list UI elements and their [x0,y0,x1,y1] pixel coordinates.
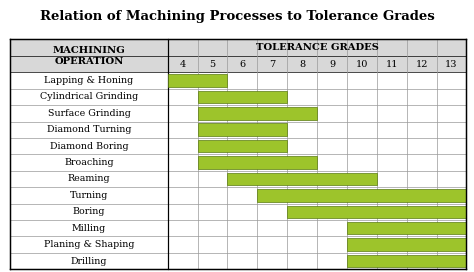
Bar [287,206,466,218]
Bar [198,123,287,136]
Bar [257,189,466,202]
Bar [10,39,466,72]
Text: 9: 9 [329,60,335,69]
Text: Drilling: Drilling [71,256,107,265]
Text: Lapping & Honing: Lapping & Honing [45,76,134,85]
Text: Surface Grinding: Surface Grinding [48,109,130,118]
Text: Broaching: Broaching [64,158,114,167]
Text: Reaming: Reaming [68,174,110,184]
Bar [347,239,466,251]
Text: Relation of Machining Processes to Tolerance Grades: Relation of Machining Processes to Toler… [40,10,434,23]
Bar [198,156,317,169]
Bar [198,91,287,103]
Bar [347,255,466,267]
Text: 6: 6 [239,60,246,69]
Text: TOLERANCE GRADES: TOLERANCE GRADES [255,43,379,52]
Text: MACHINING
OPERATION: MACHINING OPERATION [53,46,126,66]
Text: 5: 5 [210,60,216,69]
Bar [228,173,377,185]
Text: 10: 10 [356,60,368,69]
Text: Milling: Milling [72,224,106,233]
Text: Turning: Turning [70,191,108,200]
Text: Boring: Boring [73,207,105,216]
Bar [198,107,317,120]
Text: 8: 8 [299,60,305,69]
Text: 12: 12 [415,60,428,69]
Text: Diamond Boring: Diamond Boring [50,142,128,151]
Bar [347,222,466,234]
Text: 7: 7 [269,60,275,69]
Text: Cylindrical Grinding: Cylindrical Grinding [40,92,138,101]
Bar [168,74,228,87]
Text: 11: 11 [385,60,398,69]
Text: 4: 4 [180,60,186,69]
Bar [198,140,287,152]
Text: Planing & Shaping: Planing & Shaping [44,240,134,249]
Text: Diamond Turning: Diamond Turning [47,125,131,134]
Text: 13: 13 [445,60,458,69]
